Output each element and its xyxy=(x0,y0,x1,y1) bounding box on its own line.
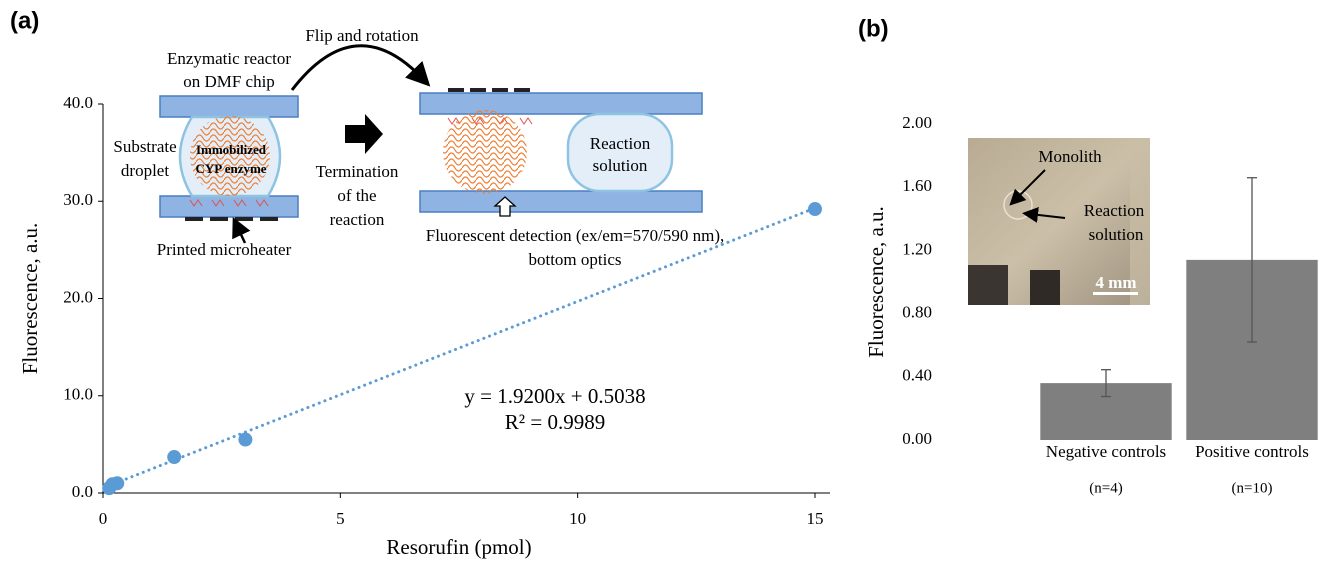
x-tick-label: 15 xyxy=(807,509,824,528)
category-note: (n=10) xyxy=(1232,480,1273,496)
x-tick-label: Positive controls xyxy=(1195,442,1309,461)
category-note: (n=4) xyxy=(1089,480,1122,496)
panel-label: (a) xyxy=(10,7,39,34)
y-tick-label: 20.0 xyxy=(63,287,93,306)
annotation: solution xyxy=(1089,225,1144,244)
annotation: Fluorescent detection (ex/em=570/590 nm)… xyxy=(426,226,725,245)
x-tick-label: 10 xyxy=(569,509,586,528)
photo-inset: Monolith Reaction solution 4 mm xyxy=(968,138,1150,305)
data-point xyxy=(238,432,253,447)
y-tick-label: 0.00 xyxy=(902,429,932,448)
y-axis-label: Fluorescence, a.u. xyxy=(18,223,42,375)
y-tick-label: 1.20 xyxy=(902,239,932,258)
annotation: Reaction xyxy=(590,134,651,153)
y-tick-label: 2.00 xyxy=(902,113,932,132)
annotation: Flip and rotation xyxy=(305,26,419,45)
schematic-inset: Flip and rotation Enzymatic reactor on D… xyxy=(113,26,724,269)
annotation: Printed microheater xyxy=(157,240,292,259)
annotation: Substrate xyxy=(113,137,176,156)
scale-bar-label: 4 mm xyxy=(1095,273,1136,292)
annotation: Enzymatic reactor xyxy=(167,49,291,68)
annotation: solution xyxy=(593,156,648,175)
annotation: Termination xyxy=(316,162,399,181)
data-point xyxy=(167,450,182,465)
annotation: reaction xyxy=(330,210,385,229)
y-tick-label: 30.0 xyxy=(63,190,93,209)
x-tick-label: Negative controls xyxy=(1046,442,1166,461)
y-axis-label: Fluorescence, a.u. xyxy=(864,206,888,358)
annotation: Immobilized xyxy=(196,142,267,157)
y-tick-label: 1.60 xyxy=(902,176,932,195)
panel-label: (b) xyxy=(858,15,889,42)
y-tick-label: 40.0 xyxy=(63,93,93,112)
data-point xyxy=(110,476,125,491)
data-point xyxy=(808,202,822,217)
trendline-equation: y = 1.9200x + 0.5038 xyxy=(464,384,645,408)
y-tick-label: 0.40 xyxy=(902,366,932,385)
y-tick-label: 0.0 xyxy=(72,482,93,501)
annotation: on DMF chip xyxy=(183,72,275,91)
x-tick-label: 0 xyxy=(99,509,108,528)
annotation: of the xyxy=(337,186,376,205)
annotation: Reaction xyxy=(1084,201,1145,220)
annotation: droplet xyxy=(121,161,169,180)
x-axis-label: Resorufin (pmol) xyxy=(386,535,531,559)
trendline-r2: R² = 0.9989 xyxy=(505,410,605,434)
annotation: Monolith xyxy=(1038,147,1102,166)
y-tick-label: 0.80 xyxy=(902,303,932,322)
annotation: bottom optics xyxy=(528,250,621,269)
x-tick-label: 5 xyxy=(336,509,345,528)
annotation: CYP enzyme xyxy=(195,161,266,176)
trendline xyxy=(107,206,817,488)
y-tick-label: 10.0 xyxy=(63,385,93,404)
